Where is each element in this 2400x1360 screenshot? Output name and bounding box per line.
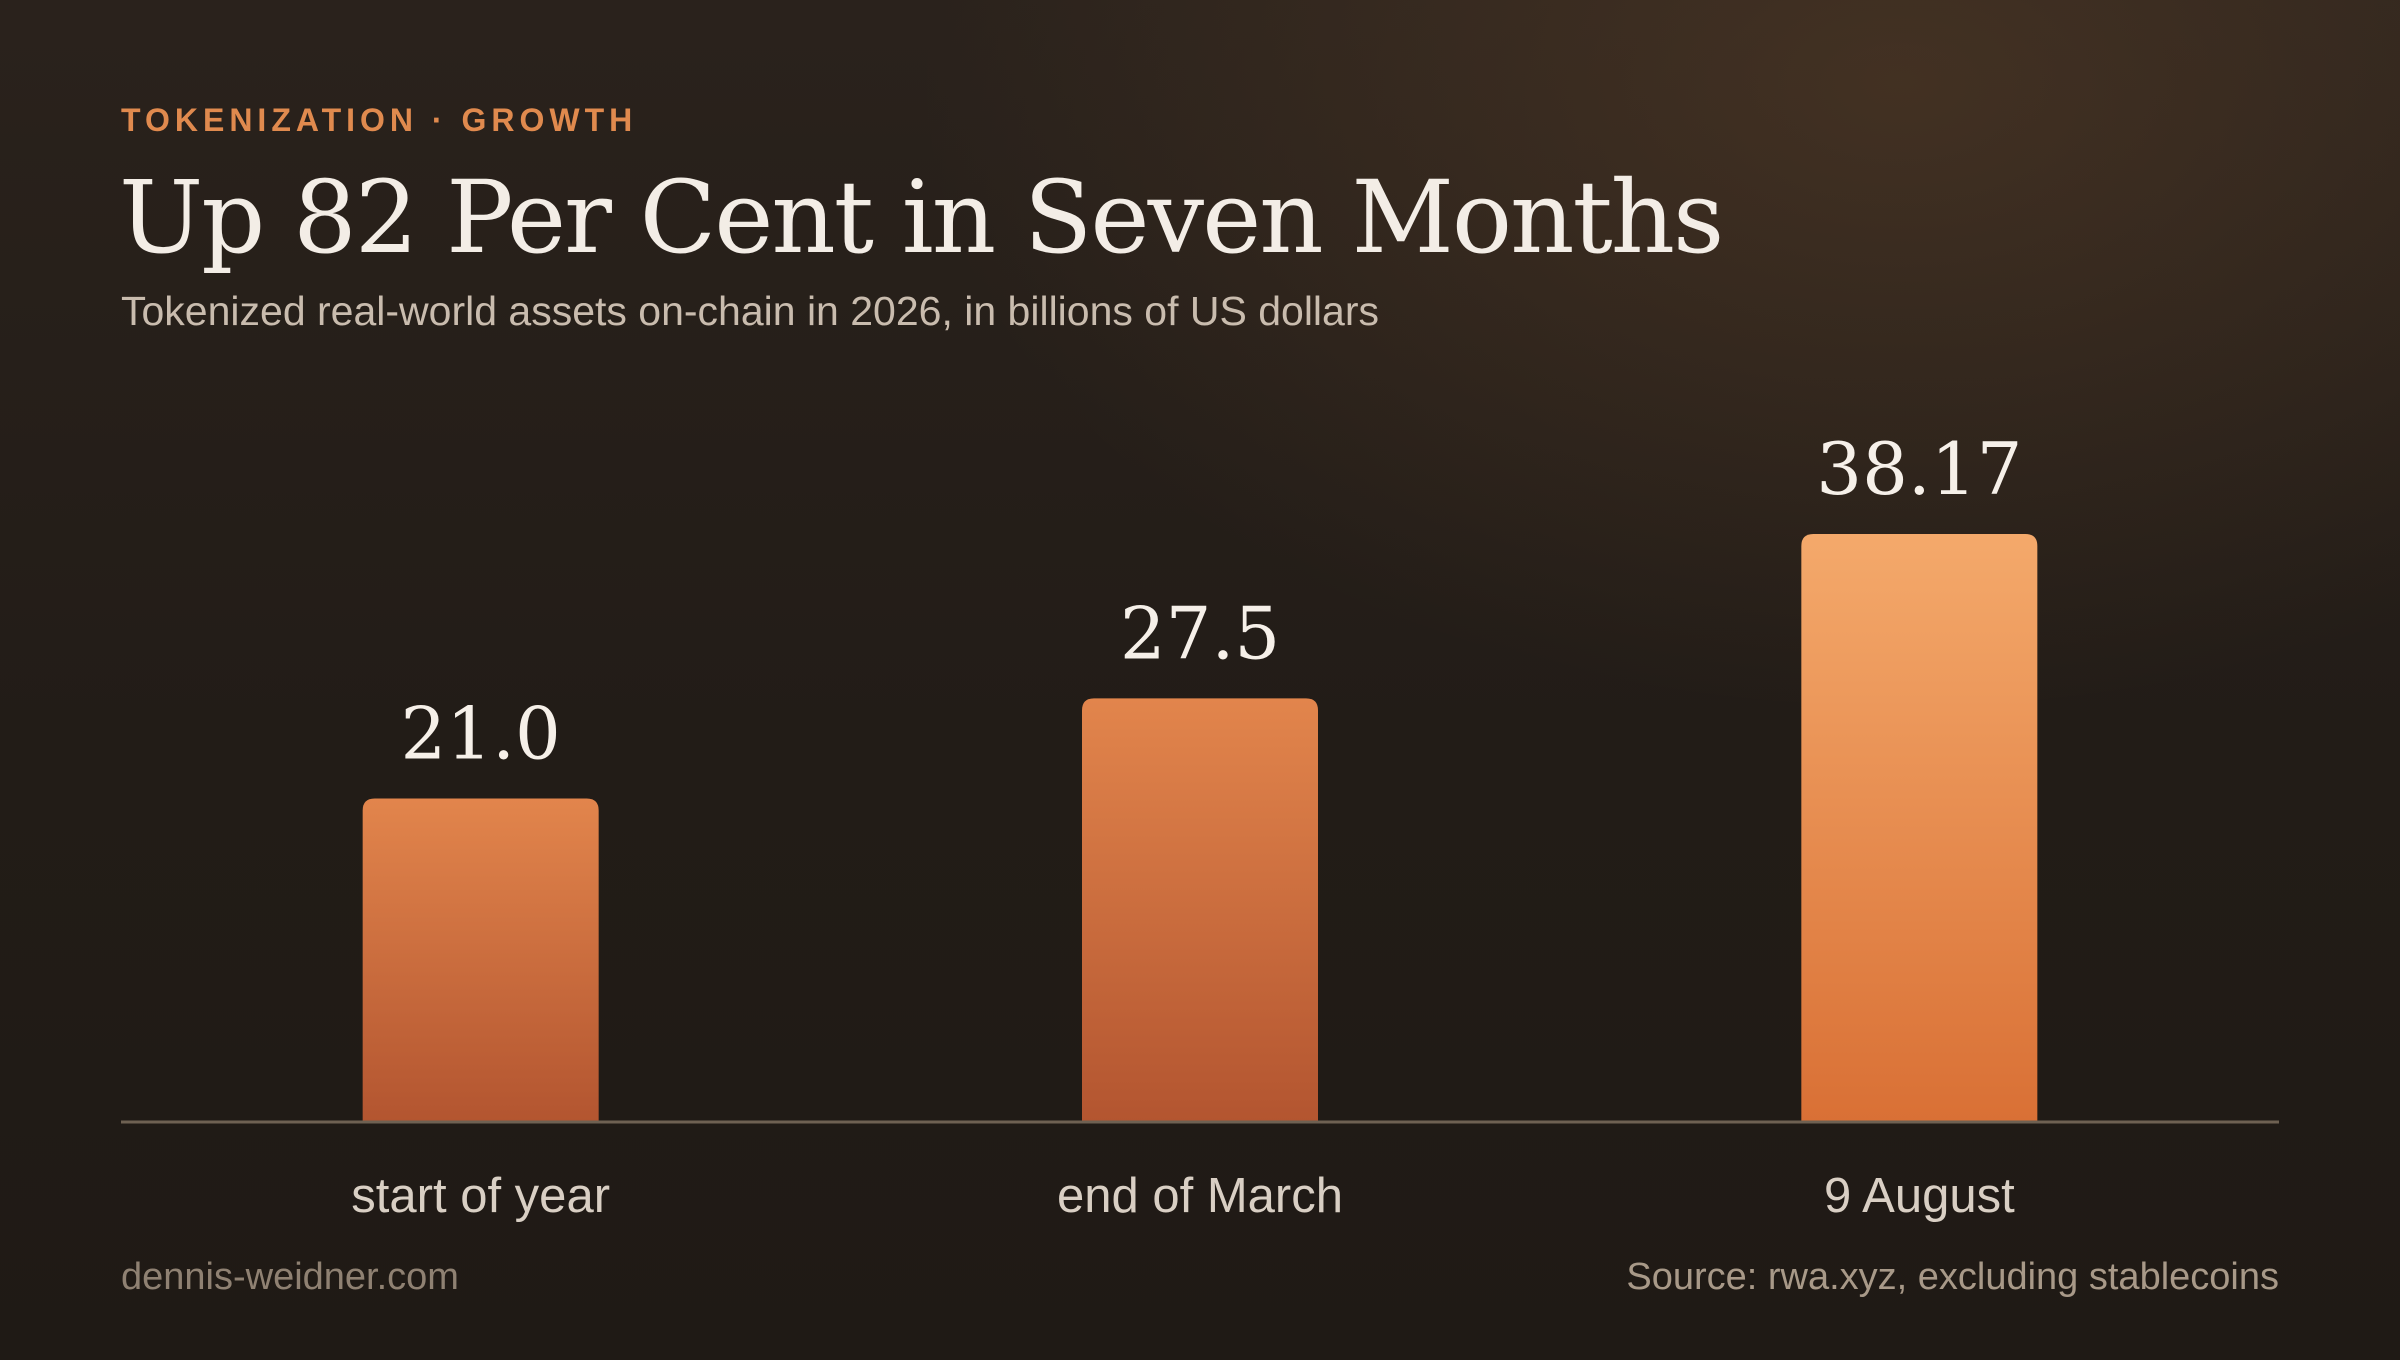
value-label-3: 38.17 — [1816, 427, 2022, 511]
labels-group: 21.0 start of year 27.5 end of March 38.17 9 … — [351, 427, 2022, 1223]
value-label-2: 27.5 — [1120, 591, 1280, 675]
value-label-1: 21.0 — [401, 692, 561, 776]
bar-2 — [1082, 698, 1318, 1122]
footer-source: Source: rwa.xyz, excluding stablecoins — [1626, 1256, 2279, 1298]
bar-1 — [362, 798, 599, 1122]
chart-eyebrow: TOKENIZATION · GROWTH — [121, 102, 638, 138]
chart-title: Up 82 Per Cent in Seven Months — [119, 159, 1724, 276]
footer-credit: dennis-weidner.com — [121, 1256, 459, 1298]
bar-3 — [1801, 534, 2038, 1122]
category-label-2: end of March — [1057, 1169, 1343, 1223]
category-label-3: 9 August — [1824, 1169, 2015, 1223]
bars-group — [362, 534, 2038, 1122]
category-label-1: start of year — [351, 1169, 610, 1223]
chart-subtitle: Tokenized real-world assets on-chain in … — [121, 288, 1379, 334]
